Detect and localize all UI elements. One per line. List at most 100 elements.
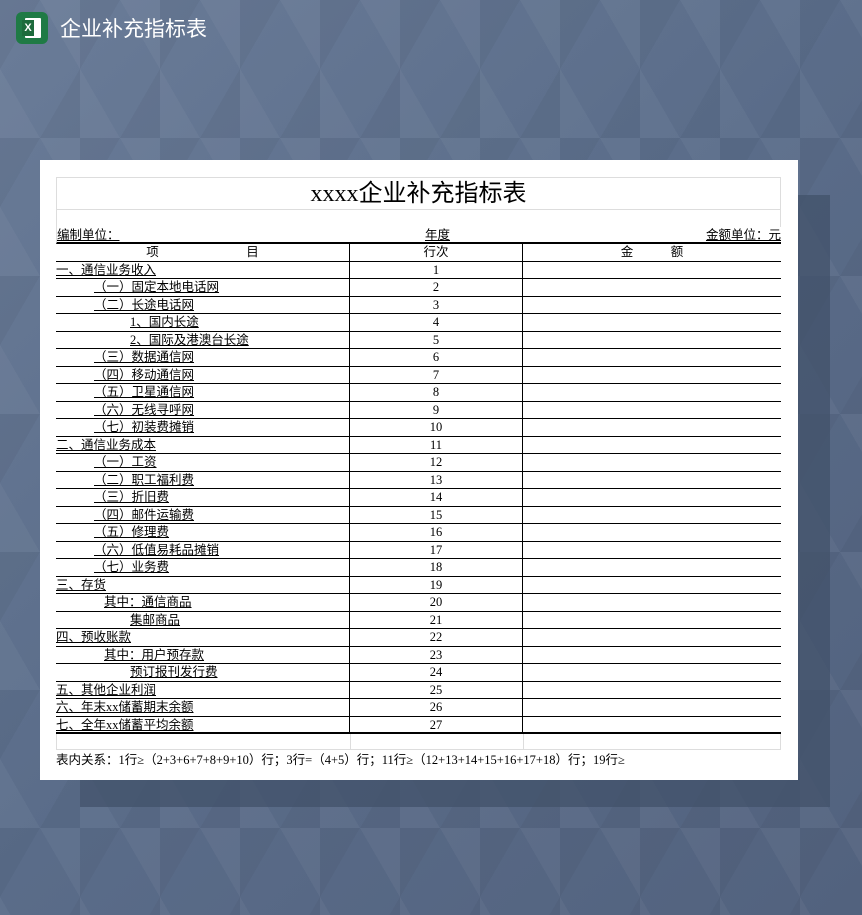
- line-cell[interactable]: 18: [350, 559, 523, 576]
- line-cell[interactable]: 12: [350, 454, 523, 471]
- line-cell[interactable]: 27: [350, 716, 523, 732]
- table-row: （二）职工福利费 13: [56, 471, 781, 489]
- amount-cell[interactable]: [523, 577, 781, 594]
- table-row: 三、存货 19: [56, 576, 781, 594]
- line-cell[interactable]: 21: [350, 611, 523, 628]
- line-cell[interactable]: 16: [350, 524, 523, 541]
- item-cell[interactable]: 其中：用户预存款: [56, 646, 350, 663]
- amount-cell[interactable]: [523, 594, 781, 611]
- item-cell[interactable]: 二、通信业务成本: [56, 436, 350, 453]
- line-cell[interactable]: 3: [350, 296, 523, 313]
- amount-cell[interactable]: [523, 384, 781, 401]
- item-cell[interactable]: 2、国际及港澳台长途: [56, 331, 350, 348]
- amount-cell[interactable]: [523, 647, 781, 664]
- item-cell[interactable]: （六）低值易耗品摊销: [56, 541, 350, 558]
- line-cell[interactable]: 20: [350, 594, 523, 611]
- item-cell[interactable]: （三）数据通信网: [56, 349, 350, 366]
- item-cell[interactable]: 五、其他企业利润: [56, 681, 350, 698]
- amount-cell[interactable]: [523, 454, 781, 471]
- item-cell[interactable]: （六）无线寻呼网: [56, 401, 350, 418]
- item-cell[interactable]: （一）工资: [56, 454, 350, 471]
- spreadsheet-page: xxxx企业补充指标表 编制单位： 年度 金额单位：元 项 目 行次 金 额 一…: [40, 160, 798, 780]
- table-row: （五）修理费 16: [56, 524, 781, 542]
- item-cell[interactable]: （五）卫星通信网: [56, 384, 350, 401]
- line-cell[interactable]: 23: [350, 646, 523, 663]
- line-cell[interactable]: 4: [350, 314, 523, 331]
- amount-cell[interactable]: [523, 402, 781, 419]
- item-cell[interactable]: 七、全年xx储蓄平均余额: [56, 716, 350, 732]
- app-title: 企业补充指标表: [60, 17, 207, 41]
- table-row: 六、年末xx储蓄期末余额 26: [56, 699, 781, 717]
- item-cell[interactable]: （一）固定本地电话网: [56, 279, 350, 296]
- amount-cell[interactable]: [523, 314, 781, 331]
- item-cell[interactable]: （三）折旧费: [56, 489, 350, 506]
- excel-icon: X: [16, 12, 48, 44]
- line-cell[interactable]: 5: [350, 331, 523, 348]
- amount-cell[interactable]: [523, 472, 781, 489]
- item-cell[interactable]: 其中：通信商品: [56, 594, 350, 611]
- amount-cell[interactable]: [523, 419, 781, 436]
- table-row: （二）长途电话网 3: [56, 296, 781, 314]
- amount-cell[interactable]: [523, 507, 781, 524]
- line-cell[interactable]: 1: [350, 261, 523, 278]
- amount-cell[interactable]: [523, 524, 781, 541]
- amount-cell[interactable]: [523, 664, 781, 681]
- line-cell[interactable]: 15: [350, 506, 523, 523]
- amount-cell[interactable]: [523, 629, 781, 646]
- line-cell[interactable]: 24: [350, 664, 523, 681]
- line-cell[interactable]: 19: [350, 576, 523, 593]
- table-row: 预订报刊发行费 24: [56, 664, 781, 682]
- item-cell[interactable]: 六、年末xx储蓄期末余额: [56, 699, 350, 716]
- amount-cell[interactable]: [523, 279, 781, 296]
- line-cell[interactable]: 7: [350, 366, 523, 383]
- amount-cell[interactable]: [523, 349, 781, 366]
- header-amount: 金 额: [620, 245, 684, 259]
- table-row: 一、通信业务收入 1: [56, 261, 781, 279]
- line-cell[interactable]: 17: [350, 541, 523, 558]
- line-cell[interactable]: 13: [350, 471, 523, 488]
- amount-cell[interactable]: [523, 559, 781, 576]
- line-cell[interactable]: 9: [350, 401, 523, 418]
- item-cell[interactable]: 1、国内长途: [56, 314, 350, 331]
- amount-cell[interactable]: [523, 682, 781, 699]
- amount-cell[interactable]: [523, 612, 781, 629]
- amount-cell[interactable]: [523, 717, 781, 733]
- item-cell[interactable]: 四、预收账款: [56, 629, 350, 646]
- line-cell[interactable]: 8: [350, 384, 523, 401]
- header-line: 行次: [350, 244, 523, 261]
- amount-cell[interactable]: [523, 367, 781, 384]
- item-cell[interactable]: （四）邮件运输费: [56, 506, 350, 523]
- amount-cell[interactable]: [523, 262, 781, 279]
- amount-cell[interactable]: [523, 297, 781, 314]
- table-row: 七、全年xx储蓄平均余额 27: [56, 716, 781, 734]
- item-cell[interactable]: （五）修理费: [56, 524, 350, 541]
- table-row: （一）工资 12: [56, 454, 781, 472]
- line-cell[interactable]: 26: [350, 699, 523, 716]
- amount-cell[interactable]: [523, 542, 781, 559]
- table-row: 四、预收账款 22: [56, 629, 781, 647]
- line-cell[interactable]: 25: [350, 681, 523, 698]
- table-row: 其中：通信商品 20: [56, 594, 781, 612]
- item-cell[interactable]: 集邮商品: [56, 611, 350, 628]
- amount-cell[interactable]: [523, 332, 781, 349]
- line-cell[interactable]: 2: [350, 279, 523, 296]
- item-cell[interactable]: （七）业务费: [56, 559, 350, 576]
- item-cell[interactable]: （二）职工福利费: [56, 471, 350, 488]
- line-cell[interactable]: 10: [350, 419, 523, 436]
- amount-cell[interactable]: [523, 437, 781, 454]
- indicator-table: xxxx企业补充指标表 编制单位： 年度 金额单位：元 项 目 行次 金 额 一…: [56, 177, 781, 770]
- line-cell[interactable]: 14: [350, 489, 523, 506]
- line-cell[interactable]: 6: [350, 349, 523, 366]
- line-cell[interactable]: 11: [350, 436, 523, 453]
- amount-cell[interactable]: [523, 699, 781, 716]
- item-cell[interactable]: 预订报刊发行费: [56, 664, 350, 681]
- amount-cell[interactable]: [523, 489, 781, 506]
- item-cell[interactable]: （四）移动通信网: [56, 366, 350, 383]
- table-row: （七）业务费 18: [56, 559, 781, 577]
- item-cell[interactable]: （七）初装费摊销: [56, 419, 350, 436]
- item-cell[interactable]: （二）长途电话网: [56, 296, 350, 313]
- item-cell[interactable]: 三、存货: [56, 576, 350, 593]
- sheet-title: xxxx企业补充指标表: [56, 177, 781, 210]
- item-cell[interactable]: 一、通信业务收入: [56, 261, 350, 278]
- line-cell[interactable]: 22: [350, 629, 523, 646]
